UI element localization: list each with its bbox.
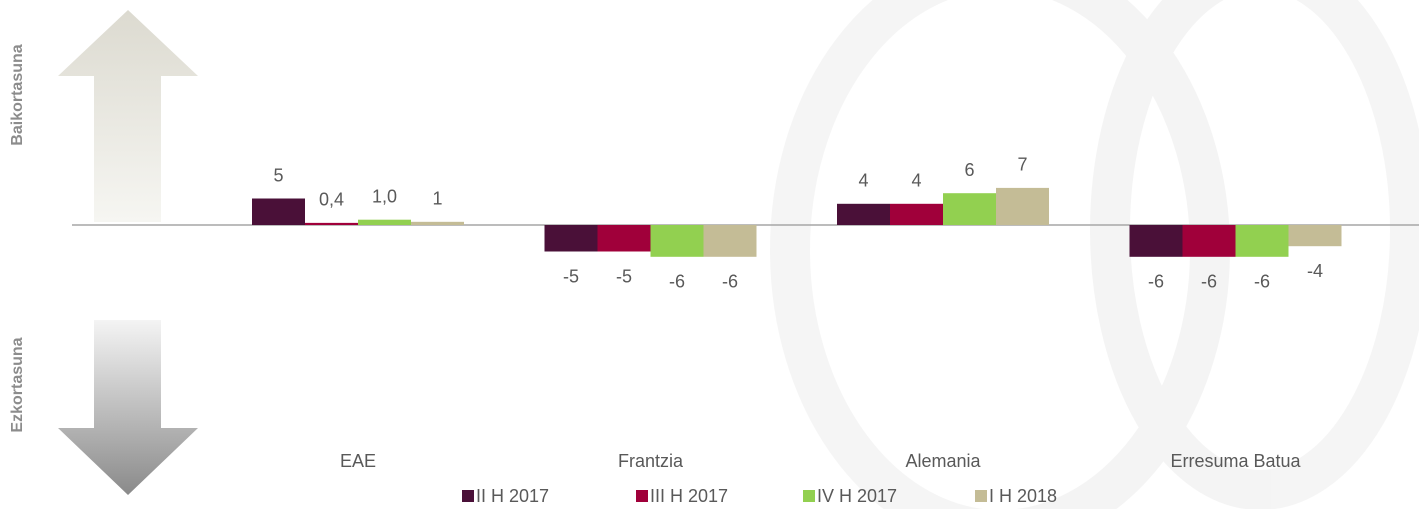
bar <box>411 221 464 225</box>
data-label: 6 <box>964 160 974 180</box>
data-label: -6 <box>1148 272 1164 292</box>
bar <box>943 193 996 225</box>
data-label: 1 <box>432 189 442 209</box>
bar <box>1288 225 1342 247</box>
data-label: -6 <box>1201 272 1217 292</box>
bar <box>996 187 1049 225</box>
data-label: 4 <box>858 171 868 191</box>
legend-label: I H 2018 <box>989 486 1057 506</box>
data-label: -6 <box>669 272 685 292</box>
legend-label: II H 2017 <box>476 486 549 506</box>
data-label: -6 <box>1254 272 1270 292</box>
data-label: -5 <box>616 266 632 286</box>
positive-label: Baikortasuna <box>9 44 26 145</box>
data-label: -6 <box>722 272 738 292</box>
up-arrow <box>58 10 198 222</box>
x-tick-label: EAE <box>340 451 376 471</box>
bar <box>703 225 757 257</box>
bar <box>544 225 598 252</box>
down-arrow <box>58 320 198 495</box>
negative-label: Ezkortasuna <box>9 337 26 432</box>
bar <box>837 203 890 225</box>
legend-swatch <box>462 490 474 502</box>
bar <box>1129 225 1183 257</box>
data-label: 5 <box>273 165 283 185</box>
x-tick-label: Alemania <box>905 451 981 471</box>
legend-label: III H 2017 <box>650 486 728 506</box>
bar <box>305 222 358 225</box>
watermark <box>770 0 1419 509</box>
legend-swatch <box>975 490 987 502</box>
x-tick-label: Erresuma Batua <box>1170 451 1301 471</box>
data-label: 7 <box>1017 155 1027 175</box>
data-label: -4 <box>1307 261 1323 281</box>
bar <box>890 203 943 225</box>
legend-label: IV H 2017 <box>817 486 897 506</box>
bar <box>358 219 411 225</box>
bar <box>597 225 651 252</box>
data-label: 4 <box>911 171 921 191</box>
legend-swatch <box>636 490 648 502</box>
data-label: 0,4 <box>319 190 344 210</box>
data-label: 1,0 <box>372 186 397 206</box>
bar <box>650 225 704 257</box>
legend-swatch <box>803 490 815 502</box>
bar <box>1182 225 1236 257</box>
x-tick-label: Frantzia <box>618 451 684 471</box>
data-label: -5 <box>563 266 579 286</box>
bar <box>252 198 305 225</box>
bar <box>1235 225 1289 257</box>
